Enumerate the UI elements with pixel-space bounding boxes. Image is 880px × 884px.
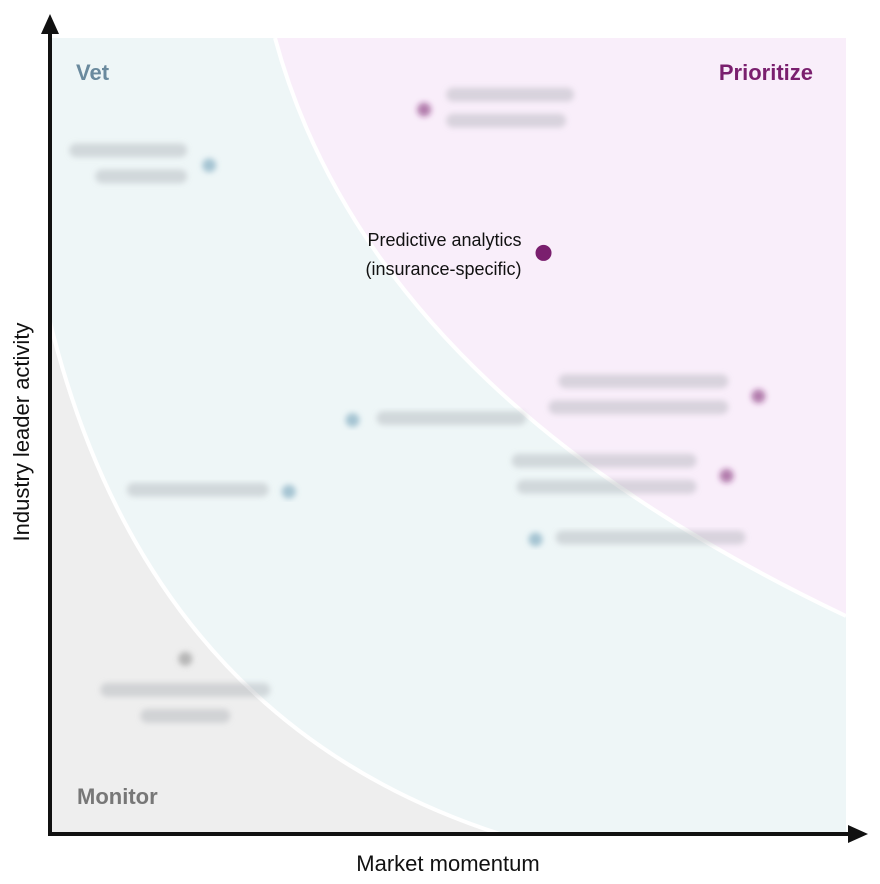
point-marker: [202, 158, 217, 173]
x-axis-arrow-icon: [848, 825, 868, 843]
point-label-placeholder: [376, 411, 527, 426]
zone-backgrounds: [48, 37, 847, 836]
point-label-placeholder: [511, 453, 697, 468]
point-marker: [178, 651, 193, 666]
point-label-placeholder: [548, 400, 729, 415]
point-marker: [281, 484, 296, 499]
point-label-placeholder: [100, 682, 271, 697]
y-axis-arrow-icon: [41, 14, 59, 34]
zone-label-monitor: Monitor: [77, 784, 158, 809]
data-point-blurred: [126, 482, 296, 499]
y-axis-title: Industry leader activity: [9, 323, 34, 542]
point-marker: [528, 532, 543, 547]
zone-label-prioritize: Prioritize: [719, 60, 813, 85]
point-marker: [345, 413, 360, 428]
point-label-placeholder: [446, 87, 575, 102]
point-label-placeholder: [558, 374, 729, 389]
point-marker: [719, 468, 734, 483]
zone-prioritize-region: [275, 38, 846, 616]
point-marker: [535, 244, 552, 261]
data-point-blurred: [511, 453, 734, 494]
axes: [41, 14, 868, 843]
data-point-blurred: [100, 651, 271, 723]
data-point-blurred: [548, 374, 766, 415]
data-point: Predictive analytics (insurance-specific): [365, 230, 552, 279]
zone-label-vet: Vet: [76, 60, 110, 85]
point-marker: [417, 102, 432, 117]
data-point-blurred: [528, 530, 746, 547]
point-marker: [751, 389, 766, 404]
data-point-blurred: [417, 87, 575, 128]
zone-prioritize-boundary: [273, 37, 847, 618]
point-label-placeholder: [446, 113, 567, 128]
point-label: Predictive analytics (insurance-specific): [365, 230, 521, 279]
point-label-placeholder: [95, 169, 188, 184]
data-point-blurred: [345, 411, 527, 428]
point-label-placeholder: [516, 479, 697, 494]
x-axis-title: Market momentum: [356, 851, 539, 876]
zone-monitor-region: [50, 322, 500, 834]
zone-monitor-boundary: [48, 321, 501, 836]
data-points: Predictive analytics (insurance-specific): [69, 87, 766, 723]
point-label-placeholder: [126, 482, 269, 497]
point-label-placeholder: [140, 708, 231, 723]
point-label-placeholder: [555, 530, 746, 545]
point-label-placeholder: [69, 143, 188, 158]
data-point-blurred: [69, 143, 217, 184]
